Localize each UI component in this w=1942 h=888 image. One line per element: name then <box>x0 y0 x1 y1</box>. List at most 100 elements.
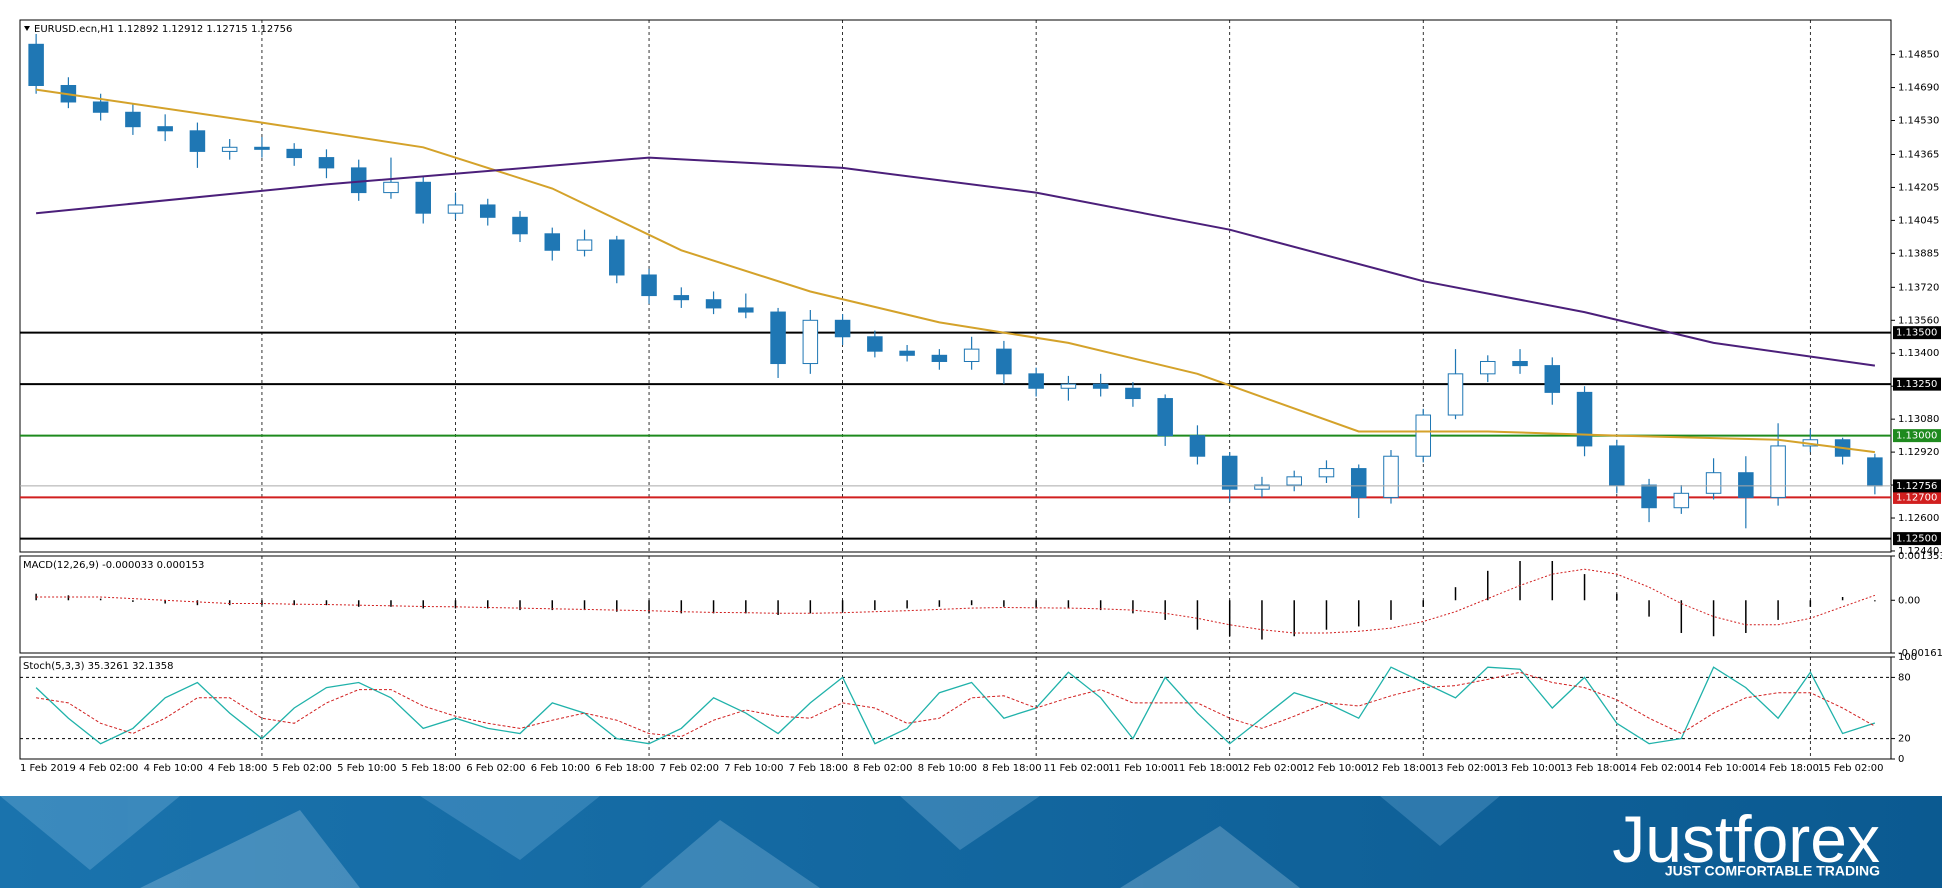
x-tick-label: 5 Feb 10:00 <box>337 763 396 774</box>
indicator-title: MACD(12,26,9) -0.000033 0.000153 <box>23 560 204 571</box>
y-tick-label: 1.14365 <box>1898 149 1939 160</box>
candle-body <box>1318 468 1335 478</box>
panel-frame <box>19 19 1892 553</box>
candle-body <box>1480 360 1496 375</box>
x-tick-label: 8 Feb 18:00 <box>982 763 1041 774</box>
panel-frame <box>19 555 1892 654</box>
candle-body <box>318 157 335 169</box>
y-tick-label: -0.001612 <box>1898 648 1942 659</box>
macd-signal <box>36 568 1876 634</box>
x-tick-label: 4 Feb 18:00 <box>208 763 267 774</box>
x-tick-label: 6 Feb 10:00 <box>531 763 590 774</box>
candle-body <box>28 43 44 86</box>
y-tick-label: 1.12600 <box>1898 513 1939 524</box>
candle-body <box>770 311 786 365</box>
level-label: 1.12500 <box>1896 534 1937 545</box>
y-tick-label: 1.13560 <box>1898 315 1939 326</box>
x-tick-label: 1 Feb 2019 <box>20 763 76 774</box>
candle-body <box>1512 360 1528 367</box>
candle-body <box>286 148 302 159</box>
candle-body <box>1770 445 1786 498</box>
x-tick-label: 4 Feb 10:00 <box>144 763 203 774</box>
x-tick-label: 6 Feb 02:00 <box>466 763 525 774</box>
title-marker <box>24 26 30 31</box>
indicator-title: Stoch(5,3,3) 35.3261 32.1358 <box>23 661 174 672</box>
candle-body <box>963 348 980 362</box>
candle-body <box>1738 472 1754 498</box>
y-tick-label: 1.14045 <box>1898 215 1939 226</box>
slogan: JUST COMFORTABLE TRADING <box>1665 863 1880 879</box>
moving-average <box>36 156 1876 367</box>
level-tag <box>1893 429 1941 443</box>
x-tick-label: 13 Feb 18:00 <box>1560 763 1626 774</box>
y-tick-label: 1.13720 <box>1898 282 1939 293</box>
x-tick-label: 11 Feb 02:00 <box>1044 763 1110 774</box>
stoch-line <box>36 671 1876 738</box>
y-tick-label: 0 <box>1898 754 1904 765</box>
candle-body <box>1544 365 1561 393</box>
banner-decoration <box>0 796 1500 888</box>
y-tick-label: 1.14850 <box>1898 50 1939 61</box>
y-tick-label: 0.00 <box>1898 595 1920 606</box>
y-tick-label: 80 <box>1898 672 1911 683</box>
candle-body <box>1705 472 1722 494</box>
y-tick-label: 1.12920 <box>1898 447 1939 458</box>
x-tick-label: 12 Feb 02:00 <box>1237 763 1303 774</box>
y-tick-label: 100 <box>1898 652 1917 663</box>
y-tick-label: 20 <box>1898 734 1911 745</box>
candle-body <box>221 146 238 152</box>
candle-body <box>544 233 561 251</box>
x-tick-label: 7 Feb 02:00 <box>660 763 719 774</box>
x-tick-label: 14 Feb 02:00 <box>1624 763 1690 774</box>
candle-body <box>802 319 819 365</box>
y-tick-label: 1.12440 <box>1898 546 1939 557</box>
candle-body <box>415 181 431 214</box>
candle-body <box>1060 383 1077 389</box>
candle-body <box>1673 492 1690 509</box>
y-tick-label: 0.001353 <box>1898 551 1942 562</box>
candle-body <box>125 111 141 128</box>
candle-body <box>834 319 851 338</box>
candle-body <box>1867 457 1883 487</box>
candle-body <box>92 101 109 113</box>
candle-body <box>673 295 690 301</box>
candle-body <box>931 354 948 362</box>
y-tick-label: 1.13885 <box>1898 248 1939 259</box>
moving-average <box>35 88 1876 454</box>
candle-body <box>1641 484 1657 509</box>
candle-body <box>1415 414 1432 457</box>
x-tick-label: 14 Feb 10:00 <box>1689 763 1755 774</box>
banner-background <box>0 796 1942 888</box>
candle-body <box>1157 398 1173 437</box>
y-tick-label: 1.14690 <box>1898 83 1939 94</box>
level-tag <box>1893 490 1941 504</box>
x-tick-label: 11 Feb 10:00 <box>1108 763 1174 774</box>
x-tick-label: 8 Feb 10:00 <box>918 763 977 774</box>
candle-body <box>383 181 399 194</box>
candle-body <box>157 126 173 132</box>
candle-body <box>1447 373 1464 416</box>
candle-body <box>1350 468 1367 498</box>
candle-body <box>996 348 1012 375</box>
x-tick-label: 12 Feb 18:00 <box>1366 763 1432 774</box>
x-tick-label: 14 Feb 18:00 <box>1753 763 1819 774</box>
candle-body <box>1221 455 1238 490</box>
panel-frame <box>19 656 1892 760</box>
candle-body <box>189 130 206 152</box>
candle-body <box>1092 383 1109 389</box>
candle-body <box>738 307 754 313</box>
x-tick-label: 13 Feb 10:00 <box>1495 763 1561 774</box>
price-tag <box>1893 479 1941 493</box>
level-tag <box>1893 377 1941 391</box>
y-tick-label: 1.13080 <box>1898 414 1939 425</box>
x-tick-label: 5 Feb 02:00 <box>273 763 332 774</box>
x-tick-label: 4 Feb 02:00 <box>79 763 138 774</box>
x-tick-label: 7 Feb 10:00 <box>724 763 783 774</box>
candle-body <box>641 274 657 297</box>
price-label: 1.12756 <box>1896 481 1937 492</box>
candle-body <box>254 146 270 150</box>
stoch-line <box>35 666 1876 745</box>
y-tick-label: 1.14530 <box>1898 116 1939 127</box>
x-tick-label: 5 Feb 18:00 <box>402 763 461 774</box>
